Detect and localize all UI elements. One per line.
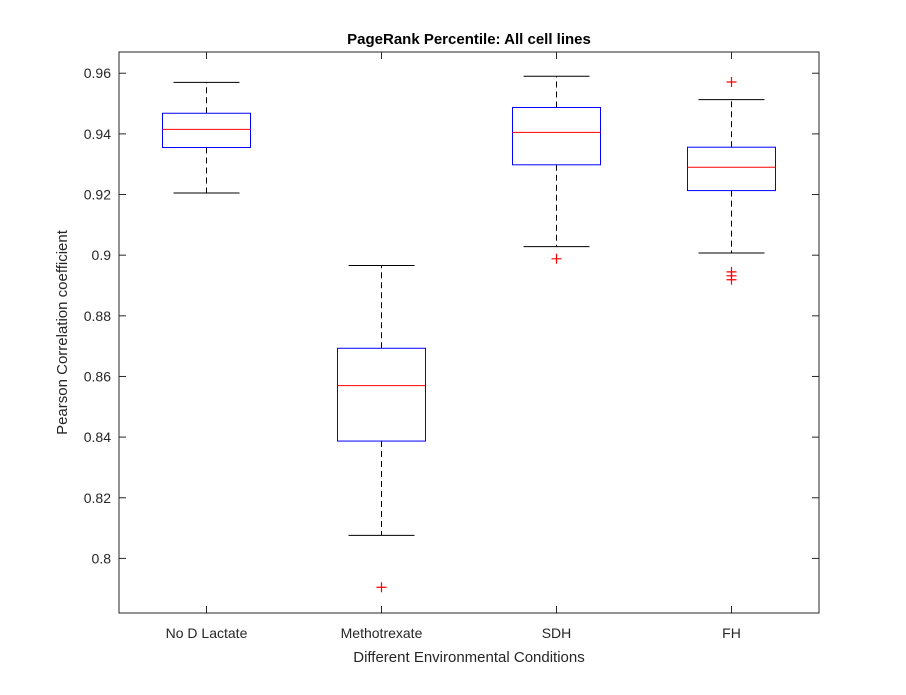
y-tick-label: 0.8 [92, 550, 112, 566]
interquartile-box [337, 347, 426, 442]
outlier-marker [726, 77, 737, 88]
x-axis-label: Different Environmental Conditions [353, 649, 585, 666]
outlier-marker [551, 253, 562, 264]
chart-title: PageRank Percentile: All cell lines [347, 31, 591, 48]
y-tick-label: 0.96 [84, 65, 111, 81]
y-tick-label: 0.86 [84, 368, 111, 384]
axes-frame [118, 51, 820, 614]
x-tick-label: SDH [542, 625, 572, 641]
box-group-4 [687, 77, 776, 285]
y-tick-label: 0.94 [84, 126, 111, 142]
y-tick-label: 0.9 [92, 247, 112, 263]
x-tick-label: No D Lactate [166, 625, 248, 641]
outlier-marker [376, 582, 387, 593]
box-group-2 [337, 264, 426, 593]
y-tick-label: 0.92 [84, 187, 111, 203]
interquartile-box [162, 112, 251, 149]
chart-axes: 0.8 0.82 0.84 0.86 0.88 0.9 0.92 0.94 0.96 No D L… [84, 51, 820, 641]
chart-marks [162, 75, 776, 593]
x-tick-label: FH [722, 625, 741, 641]
plot-area-background [119, 52, 819, 613]
box-group-3 [512, 75, 601, 264]
box-group-1 [162, 81, 251, 194]
y-axis-label: Pearson Correlation coefficient [54, 229, 71, 435]
outlier-marker [726, 274, 737, 285]
x-tick-label: Methotrexate [341, 625, 423, 641]
y-tick-label: 0.88 [84, 308, 111, 324]
interquartile-box [687, 146, 776, 192]
interquartile-box [512, 106, 601, 166]
y-tick-label: 0.82 [84, 490, 111, 506]
y-tick-label: 0.84 [84, 429, 111, 445]
